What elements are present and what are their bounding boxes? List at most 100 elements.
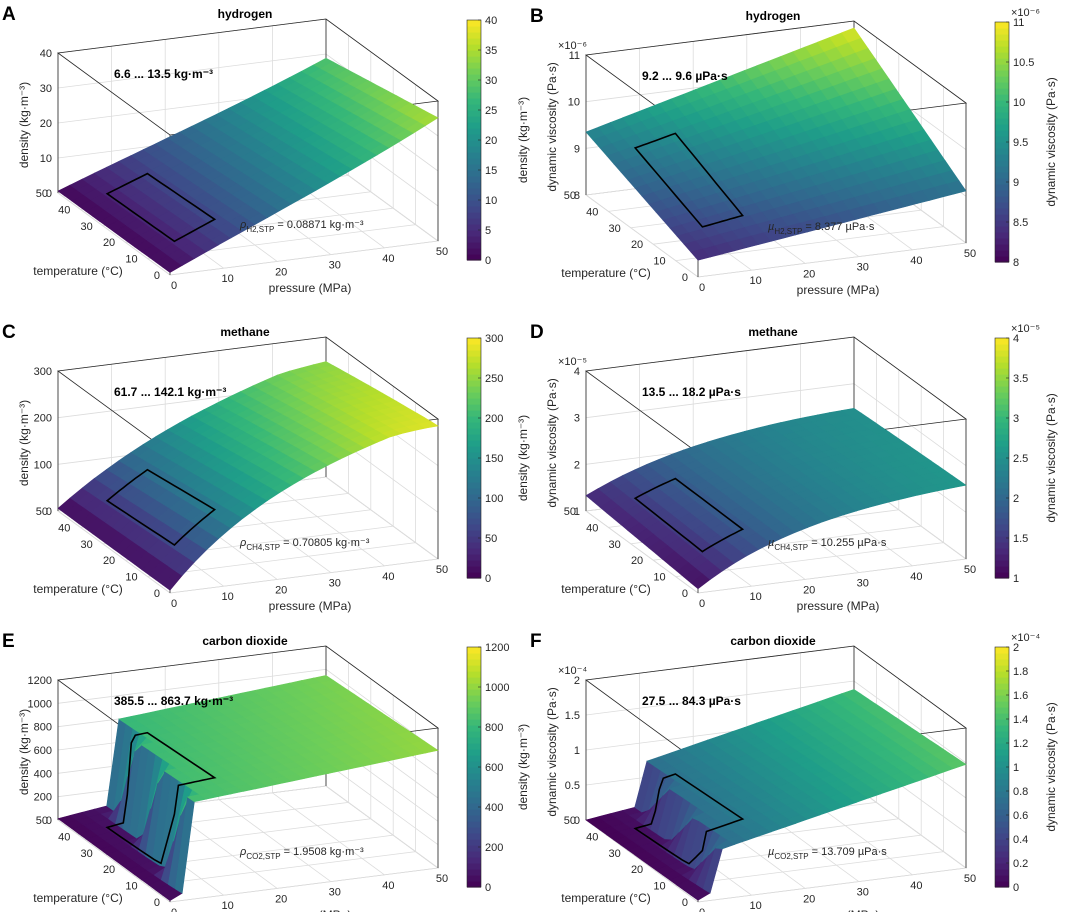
colorbar-tick-label: 20 <box>485 135 497 147</box>
stp-annotation: ρH2,STP = 0.08871 kg·m⁻³ <box>239 219 364 234</box>
x-tick-label: 50 <box>436 564 448 576</box>
colorbar-tick-label: 30 <box>485 75 497 87</box>
colorbar-tick-label: 0 <box>485 573 491 585</box>
colorbar-tick-label: 0 <box>485 882 491 894</box>
panel-letter: F <box>530 631 542 652</box>
z-tick-label: 2 <box>574 459 580 471</box>
x-axis-label: pressure (MPa) <box>269 281 352 295</box>
surface <box>585 407 967 590</box>
colorbar-label: dynamic viscosity (Pa·s) <box>1044 702 1058 831</box>
x-tick-label: 10 <box>749 275 761 287</box>
colorbar-label: density (kg·m⁻³) <box>516 724 530 810</box>
colorbar-tick-label: 35 <box>485 45 497 57</box>
colorbar-tick-label: 100 <box>485 493 503 505</box>
z-exponent: ×10⁻⁴ <box>558 665 587 677</box>
z-tick-label: 0 <box>46 506 52 518</box>
x-tick-label: 40 <box>910 880 922 892</box>
y-tick-label: 50 <box>564 506 576 518</box>
z-axis-label: density (kg·m⁻³) <box>17 82 31 168</box>
y-tick-label: 50 <box>36 188 48 200</box>
x-tick-label: 10 <box>221 591 233 603</box>
colorbar-tick-label: 2 <box>1013 493 1019 505</box>
colorbar-tick-label: 5 <box>485 225 491 237</box>
y-tick-label: 20 <box>103 237 115 249</box>
colorbar-tick-label: 10 <box>1013 97 1025 109</box>
colorbar-tick-label: 600 <box>485 762 503 774</box>
panel-letter: B <box>530 6 544 27</box>
x-tick-label: 30 <box>857 887 869 899</box>
x-tick-label: 30 <box>857 578 869 590</box>
colorbar-tick-label: 0.4 <box>1013 834 1028 846</box>
colorbar-tick-label: 11 <box>1013 17 1024 29</box>
z-tick-label: 1.5 <box>565 710 580 722</box>
colorbar: 0 0.2 0.4 0.6 0.8 1 1.2 1.4 1.6 1.8 2 dynamic visco… <box>994 632 1058 894</box>
y-tick-label: 0 <box>682 897 688 909</box>
colorbar-tick-label: 10.5 <box>1013 57 1034 69</box>
chart-title: methane <box>220 325 270 339</box>
range-outline <box>633 773 745 865</box>
surface <box>57 57 439 273</box>
chart-title: carbon dioxide <box>730 634 816 648</box>
colorbar: 0 5 10 15 20 25 30 35 40 density (kg·m⁻³) <box>466 15 530 267</box>
y-tick-label: 10 <box>125 254 137 266</box>
panel-letter: D <box>530 322 544 343</box>
x-axis-label: pressure (MPa) <box>797 908 880 912</box>
range-annotation: 61.7 ... 142.1 kg·m⁻³ <box>114 385 226 399</box>
chart-title: carbon dioxide <box>202 634 288 648</box>
colorbar-tick-label: 0.2 <box>1013 858 1028 870</box>
z-tick-label: 200 <box>34 792 52 804</box>
y-tick-label: 20 <box>631 864 643 876</box>
z-tick-label: 1 <box>574 506 580 518</box>
x-axis-label: pressure (MPa) <box>269 599 352 613</box>
range-outline <box>105 172 217 243</box>
x-tick-label: 20 <box>803 584 815 596</box>
y-tick-label: 10 <box>653 572 665 584</box>
y-tick-label: 20 <box>631 239 643 251</box>
z-tick-label: 100 <box>34 459 52 471</box>
x-tick-label: 0 <box>699 907 705 912</box>
colorbar-tick-label: 4 <box>1013 333 1019 345</box>
x-tick-label: 30 <box>329 260 341 272</box>
x-tick-label: 0 <box>171 907 177 912</box>
y-tick-label: 30 <box>609 848 621 860</box>
z-axis-label: dynamic viscosity (Pa·s) <box>545 62 559 191</box>
colorbar-tick-label: 0 <box>485 255 491 267</box>
x-axis-label: pressure (MPa) <box>797 283 880 297</box>
x-tick-label: 30 <box>329 887 341 899</box>
range-annotation: 13.5 ... 18.2 µPa·s <box>642 385 741 399</box>
chart-title: hydrogen <box>218 7 273 21</box>
colorbar: 0 200 400 600 800 1000 1200 density (kg·m⁻³) <box>466 642 530 894</box>
colorbar-tick-label: 40 <box>485 15 497 27</box>
y-tick-label: 50 <box>564 815 576 827</box>
colorbar-tick-label: 300 <box>485 333 503 345</box>
stp-annotation: µCO2,STP = 13.709 µPa·s <box>768 846 887 861</box>
x-tick-label: 10 <box>749 591 761 603</box>
surface <box>57 675 439 901</box>
colorbar-tick-label: 9.5 <box>1013 137 1028 149</box>
stp-annotation: ρCH4,STP = 0.70805 kg·m⁻³ <box>239 537 370 552</box>
x-tick-label: 10 <box>221 900 233 912</box>
z-tick-label: 8 <box>574 190 580 202</box>
y-tick-label: 0 <box>154 270 160 282</box>
colorbar-tick-label: 8.5 <box>1013 217 1028 229</box>
z-exponent: ×10⁻⁶ <box>558 40 587 52</box>
z-tick-label: 2 <box>574 675 580 687</box>
range-outline <box>105 731 217 865</box>
z-tick-label: 20 <box>40 118 52 130</box>
colorbar-tick-label: 1200 <box>485 642 509 654</box>
panel-letter: A <box>2 4 16 25</box>
x-tick-label: 0 <box>699 282 705 294</box>
colorbar-tick-label: 10 <box>485 195 497 207</box>
colorbar-tick-label: 0 <box>1013 882 1019 894</box>
x-tick-label: 30 <box>329 578 341 590</box>
y-tick-label: 30 <box>81 848 93 860</box>
x-tick-label: 30 <box>857 262 869 274</box>
x-axis-label: pressure (MPa) <box>269 908 352 912</box>
colorbar-tick-label: 2.5 <box>1013 453 1028 465</box>
z-tick-label: 300 <box>34 366 52 378</box>
colorbar-tick-label: 1.8 <box>1013 666 1028 678</box>
